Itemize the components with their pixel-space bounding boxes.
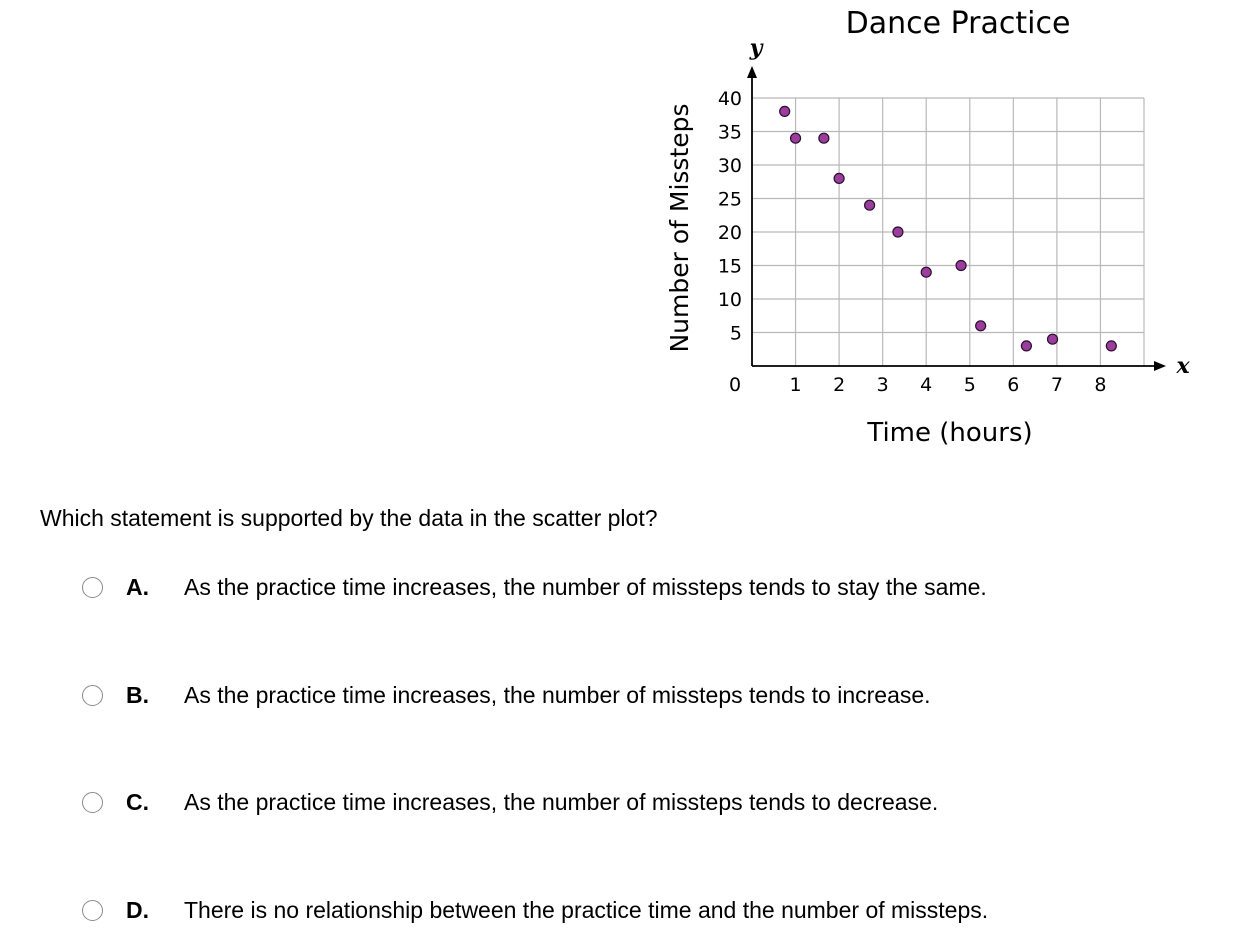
- y-tick-label: 35: [718, 122, 742, 144]
- data-point: [892, 226, 904, 238]
- option-c-text: As the practice time increases, the numb…: [184, 788, 939, 815]
- scatter-plot-chart: Dance Practice 1 2 3 4 5 6 7 8 5 10 15 20 25 30 35 40 y…: [665, 6, 1190, 448]
- y-axis-label: Number of Missteps: [665, 103, 694, 352]
- origin-label: 0: [729, 374, 741, 396]
- data-point: [779, 105, 791, 118]
- option-d-radio[interactable]: [82, 899, 103, 921]
- option-a[interactable]: A. As the practice time increases, the n…: [82, 572, 987, 602]
- y-tick-label: 5: [730, 323, 742, 345]
- data-point: [833, 172, 845, 184]
- option-d-text: There is no relationship between the pra…: [184, 896, 989, 923]
- x-tick-label: 2: [833, 374, 845, 396]
- x-tick-label: 3: [877, 374, 889, 396]
- chart-tick-labels: 1 2 3 4 5 6 7 8 5 10 15 20 25 30 35 40: [718, 88, 1107, 396]
- data-point: [955, 259, 967, 272]
- option-b-radio[interactable]: [82, 684, 103, 706]
- option-a-text: As the practice time increases, the numb…: [184, 573, 987, 600]
- x-tick-label: 6: [1007, 374, 1019, 396]
- question-text: Which statement is supported by the data…: [40, 505, 658, 531]
- data-point: [920, 266, 932, 278]
- x-axis-arrow: [1154, 361, 1166, 371]
- y-tick-label: 20: [718, 222, 742, 244]
- data-point: [789, 132, 802, 144]
- x-axis-label: Time (hours): [866, 418, 1032, 448]
- option-b[interactable]: B. As the practice time increases, the n…: [82, 680, 931, 710]
- chart-grid: [752, 97, 1145, 366]
- option-a-letter: A.: [126, 573, 149, 600]
- option-d[interactable]: D. There is no relationship between the …: [82, 895, 988, 925]
- data-point: [1105, 340, 1117, 352]
- y-tick-label: 10: [718, 289, 742, 311]
- y-tick-label: 30: [718, 155, 742, 177]
- y-axis-arrow: [747, 66, 757, 78]
- option-a-radio[interactable]: [82, 576, 103, 598]
- option-d-letter: D.: [126, 896, 149, 923]
- data-point: [1046, 333, 1059, 345]
- option-c[interactable]: C. As the practice time increases, the n…: [82, 787, 938, 817]
- x-tick-label: 8: [1094, 374, 1106, 396]
- option-c-radio[interactable]: [82, 791, 103, 813]
- data-point: [975, 320, 987, 332]
- chart-points: [779, 105, 1117, 352]
- x-axis-letter: x: [1175, 353, 1190, 379]
- x-tick-label: 4: [920, 374, 932, 396]
- option-b-letter: B.: [126, 681, 149, 708]
- data-point: [818, 132, 830, 144]
- chart-axes: [747, 66, 1166, 371]
- y-tick-label: 40: [718, 88, 742, 110]
- option-c-letter: C.: [126, 788, 149, 815]
- x-tick-label: 7: [1051, 374, 1063, 396]
- chart-title: Dance Practice: [846, 6, 1071, 41]
- y-tick-label: 25: [718, 189, 742, 211]
- option-b-text: As the practice time increases, the numb…: [184, 681, 931, 708]
- x-tick-label: 5: [964, 374, 976, 396]
- x-tick-label: 1: [790, 374, 802, 396]
- y-tick-label: 15: [718, 256, 742, 278]
- y-axis-letter: y: [749, 35, 765, 61]
- data-point: [1020, 340, 1032, 352]
- data-point: [864, 199, 876, 211]
